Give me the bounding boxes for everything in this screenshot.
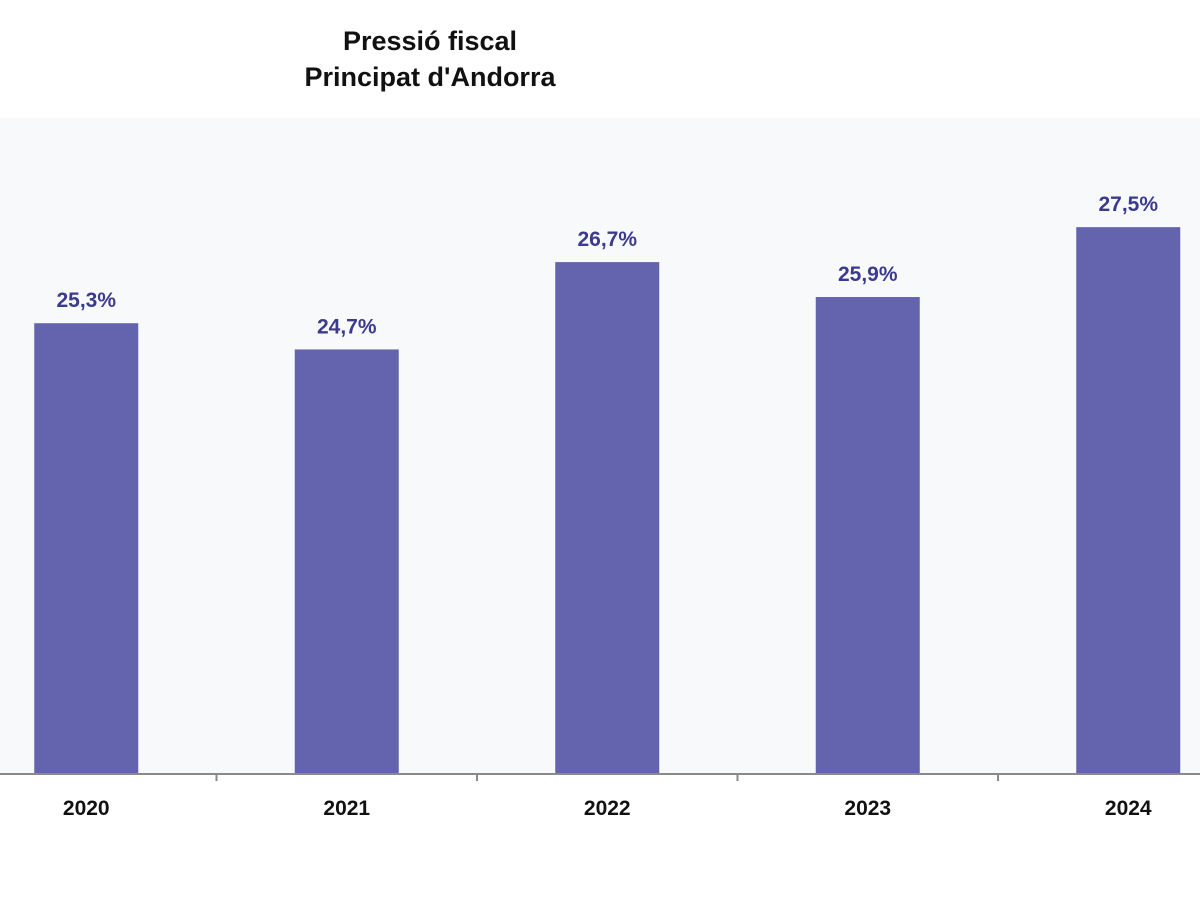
x-tick-label-2024: 2024 [1105, 797, 1152, 820]
bar-2020 [34, 323, 139, 773]
data-label-2023: 25,9% [838, 263, 898, 286]
bar-2022 [555, 262, 660, 773]
data-label-2021: 24,7% [317, 315, 377, 338]
bar-2024 [1076, 227, 1181, 773]
chart-title-line-2: Principat d'Andorra [304, 62, 556, 92]
x-tick-label-2023: 2023 [844, 797, 891, 820]
bar-2021 [294, 349, 399, 773]
data-label-2022: 26,7% [577, 228, 637, 251]
data-label-2020: 25,3% [56, 289, 116, 312]
bar-2023 [815, 297, 920, 773]
chart-title-line-1: Pressió fiscal [342, 26, 518, 56]
x-tick-label-2022: 2022 [584, 797, 631, 820]
x-tick-label-2021: 2021 [323, 797, 370, 820]
x-tick-label-2020: 2020 [63, 797, 110, 820]
data-label-2024: 27,5% [1098, 193, 1158, 216]
